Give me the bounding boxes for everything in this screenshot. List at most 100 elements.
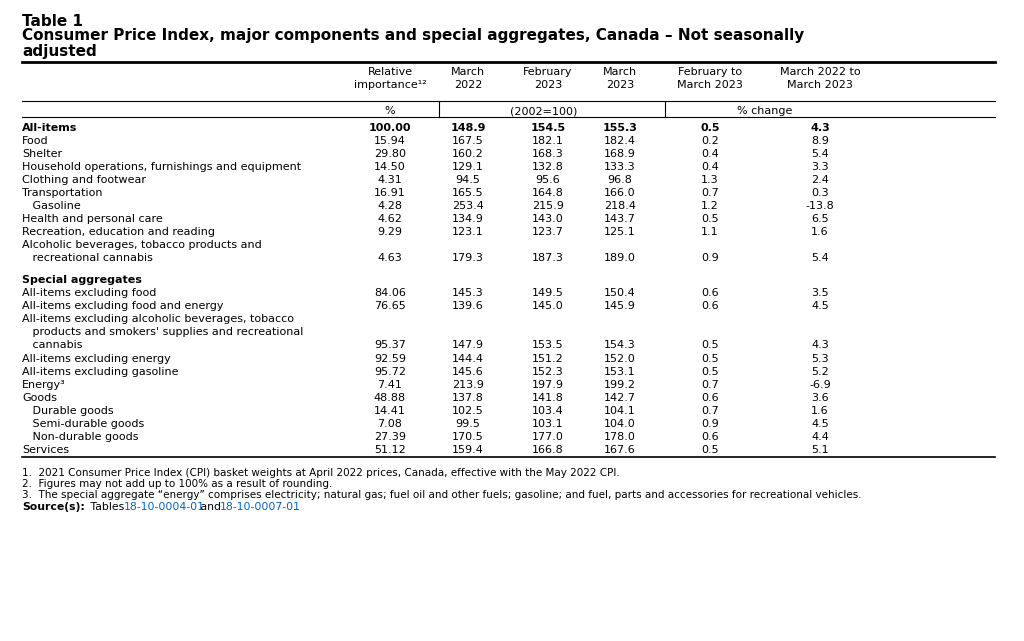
Text: 4.5: 4.5	[811, 301, 828, 311]
Text: 3.5: 3.5	[811, 288, 828, 298]
Text: 218.4: 218.4	[604, 201, 636, 211]
Text: 170.5: 170.5	[453, 432, 484, 442]
Text: 0.6: 0.6	[701, 301, 719, 311]
Text: 4.5: 4.5	[811, 419, 828, 429]
Text: Semi-durable goods: Semi-durable goods	[22, 419, 144, 429]
Text: 142.7: 142.7	[604, 393, 636, 403]
Text: All-items excluding alcoholic beverages, tobacco: All-items excluding alcoholic beverages,…	[22, 314, 294, 324]
Text: Alcoholic beverages, tobacco products and: Alcoholic beverages, tobacco products an…	[22, 240, 262, 250]
Text: 0.4: 0.4	[701, 149, 719, 159]
Text: 2.4: 2.4	[811, 175, 829, 185]
Text: 0.3: 0.3	[811, 188, 828, 198]
Text: 18-10-0007-01: 18-10-0007-01	[220, 502, 301, 512]
Text: 160.2: 160.2	[453, 149, 484, 159]
Text: Special aggregates: Special aggregates	[22, 275, 142, 285]
Text: 96.8: 96.8	[607, 175, 633, 185]
Text: March
2023: March 2023	[603, 67, 637, 90]
Text: 94.5: 94.5	[456, 175, 480, 185]
Text: Food: Food	[22, 136, 48, 146]
Text: 141.8: 141.8	[532, 393, 564, 403]
Text: 177.0: 177.0	[532, 432, 564, 442]
Text: 29.80: 29.80	[374, 149, 406, 159]
Text: March 2022 to
March 2023: March 2022 to March 2023	[779, 67, 860, 90]
Text: 104.1: 104.1	[604, 406, 636, 416]
Text: 179.3: 179.3	[452, 253, 484, 263]
Text: 92.59: 92.59	[374, 354, 406, 364]
Text: Non-durable goods: Non-durable goods	[22, 432, 138, 442]
Text: Household operations, furnishings and equipment: Household operations, furnishings and eq…	[22, 162, 301, 172]
Text: 133.3: 133.3	[604, 162, 636, 172]
Text: 4.62: 4.62	[378, 214, 402, 224]
Text: 7.41: 7.41	[378, 380, 402, 390]
Text: 5.4: 5.4	[811, 149, 828, 159]
Text: 166.8: 166.8	[532, 445, 564, 455]
Text: 167.6: 167.6	[604, 445, 636, 455]
Text: 149.5: 149.5	[532, 288, 564, 298]
Text: 5.4: 5.4	[811, 253, 828, 263]
Text: 213.9: 213.9	[452, 380, 484, 390]
Text: Relative
importance¹²: Relative importance¹²	[353, 67, 426, 90]
Text: -13.8: -13.8	[806, 201, 835, 211]
Text: 144.4: 144.4	[452, 354, 484, 364]
Text: 168.3: 168.3	[532, 149, 564, 159]
Text: 7.08: 7.08	[378, 419, 402, 429]
Text: Durable goods: Durable goods	[22, 406, 114, 416]
Text: Gasoline: Gasoline	[22, 201, 81, 211]
Text: Transportation: Transportation	[22, 188, 102, 198]
Text: % change: % change	[737, 106, 793, 117]
Text: 151.2: 151.2	[532, 354, 564, 364]
Text: February to
March 2023: February to March 2023	[677, 67, 743, 90]
Text: -6.9: -6.9	[809, 380, 830, 390]
Text: 145.6: 145.6	[453, 367, 484, 377]
Text: 14.41: 14.41	[374, 406, 406, 416]
Text: 0.7: 0.7	[701, 406, 719, 416]
Text: 125.1: 125.1	[604, 227, 636, 237]
Text: 0.9: 0.9	[701, 253, 719, 263]
Text: 3.  The special aggregate “energy” comprises electricity; natural gas; fuel oil : 3. The special aggregate “energy” compri…	[22, 490, 861, 500]
Text: 153.1: 153.1	[604, 367, 636, 377]
Text: Services: Services	[22, 445, 70, 455]
Text: 143.7: 143.7	[604, 214, 636, 224]
Text: 253.4: 253.4	[452, 201, 484, 211]
Text: Source(s):: Source(s):	[22, 502, 85, 512]
Text: 145.3: 145.3	[453, 288, 484, 298]
Text: 139.6: 139.6	[453, 301, 484, 311]
Text: 103.1: 103.1	[532, 419, 564, 429]
Text: 152.3: 152.3	[532, 367, 564, 377]
Text: 4.28: 4.28	[378, 201, 402, 211]
Text: 1.6: 1.6	[811, 406, 828, 416]
Text: adjusted: adjusted	[22, 44, 96, 58]
Text: 145.0: 145.0	[532, 301, 564, 311]
Text: 18-10-0004-01: 18-10-0004-01	[124, 502, 205, 512]
Text: and: and	[197, 502, 224, 512]
Text: Consumer Price Index, major components and special aggregates, Canada – Not seas: Consumer Price Index, major components a…	[22, 28, 804, 43]
Text: 76.65: 76.65	[374, 301, 406, 311]
Text: 215.9: 215.9	[532, 201, 564, 211]
Text: 1.  2021 Consumer Price Index (CPI) basket weights at April 2022 prices, Canada,: 1. 2021 Consumer Price Index (CPI) baske…	[22, 468, 620, 478]
Text: 0.7: 0.7	[701, 188, 719, 198]
Text: 134.9: 134.9	[452, 214, 484, 224]
Text: 0.6: 0.6	[701, 393, 719, 403]
Text: 143.0: 143.0	[532, 214, 564, 224]
Text: 103.4: 103.4	[532, 406, 564, 416]
Text: products and smokers' supplies and recreational: products and smokers' supplies and recre…	[22, 327, 303, 337]
Text: 5.2: 5.2	[811, 367, 828, 377]
Text: 123.7: 123.7	[532, 227, 564, 237]
Text: 95.72: 95.72	[374, 367, 406, 377]
Text: 9.29: 9.29	[378, 227, 402, 237]
Text: 1.6: 1.6	[811, 227, 828, 237]
Text: recreational cannabis: recreational cannabis	[22, 253, 153, 263]
Text: 132.8: 132.8	[532, 162, 564, 172]
Text: 0.5: 0.5	[701, 367, 719, 377]
Text: 102.5: 102.5	[453, 406, 484, 416]
Text: 3.6: 3.6	[811, 393, 828, 403]
Text: 137.8: 137.8	[452, 393, 484, 403]
Text: 4.63: 4.63	[378, 253, 402, 263]
Text: 164.8: 164.8	[532, 188, 564, 198]
Text: Table 1: Table 1	[22, 14, 83, 29]
Text: 48.88: 48.88	[374, 393, 407, 403]
Text: All-items excluding food: All-items excluding food	[22, 288, 157, 298]
Text: 123.1: 123.1	[453, 227, 484, 237]
Text: 84.06: 84.06	[374, 288, 406, 298]
Text: 0.6: 0.6	[701, 432, 719, 442]
